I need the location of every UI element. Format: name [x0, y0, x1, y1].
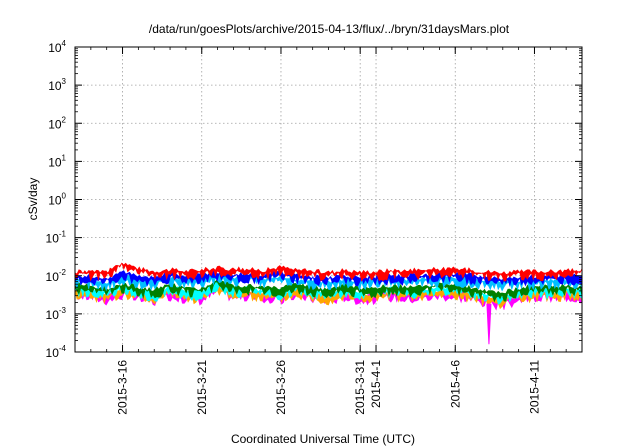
y-tick-label: 101 — [48, 153, 66, 169]
axis-ticks — [75, 46, 582, 353]
x-tick-label: 2015-3-26 — [274, 360, 288, 415]
y-tick-base: 10 — [46, 346, 60, 360]
y-tick-exponent: -4 — [59, 344, 67, 353]
y-tick-label: 103 — [48, 77, 66, 93]
x-axis-label: Coordinated Universal Time (UTC) — [231, 432, 415, 446]
y-tick-label: 104 — [48, 39, 66, 55]
x-tick-label: 2015-3-16 — [116, 360, 130, 415]
y-tick-exponent: -2 — [59, 268, 67, 277]
y-tick-label: 10-1 — [46, 230, 67, 246]
y-tick-label: 10-3 — [46, 306, 67, 322]
y-tick-base: 10 — [48, 79, 62, 93]
y-tick-label: 10-2 — [46, 268, 67, 284]
y-tick-exponent: -1 — [59, 230, 67, 239]
series-spike — [486, 303, 492, 345]
y-tick-base: 10 — [46, 232, 60, 246]
y-tick-base: 10 — [46, 308, 60, 322]
y-tick-base: 10 — [46, 270, 60, 284]
x-tick-label: 2015-4-11 — [527, 360, 541, 414]
x-tick-label: 2015-3-31 — [353, 360, 367, 415]
y-axis-label: cSv/day — [26, 178, 40, 221]
y-tick-exponent: 3 — [62, 77, 67, 86]
y-tick-label: 102 — [48, 115, 66, 131]
series-group — [74, 262, 583, 345]
x-tick-label: 2015-4-6 — [448, 360, 462, 408]
y-tick-base: 10 — [48, 155, 62, 169]
x-tick-labels: 2015-3-16 2015-3-21 2015-3-26 2015-3-31 2015… — [116, 360, 542, 415]
y-tick-exponent: 2 — [62, 115, 67, 124]
y-tick-exponent: 0 — [62, 192, 67, 201]
y-tick-exponent: 4 — [62, 39, 67, 48]
y-tick-base: 10 — [48, 117, 62, 131]
y-tick-label: 10-4 — [46, 344, 67, 360]
y-tick-exponent: 1 — [62, 153, 67, 162]
y-tick-base: 10 — [48, 194, 62, 208]
y-tick-base: 10 — [48, 41, 62, 55]
chart-title: /data/run/goesPlots/archive/2015-04-13/f… — [149, 22, 510, 36]
y-tick-label: 100 — [48, 192, 66, 208]
y-tick-exponent: -3 — [59, 306, 67, 315]
x-tick-label: 2015-4-1 — [369, 360, 383, 408]
x-tick-label: 2015-3-21 — [195, 360, 209, 415]
grid-lines — [75, 47, 582, 352]
